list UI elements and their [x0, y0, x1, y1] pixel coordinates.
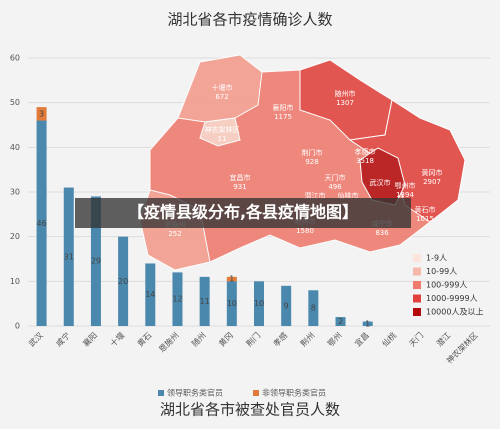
- region-value: 1015: [416, 215, 434, 223]
- map-region: [359, 147, 406, 206]
- region-name: 随州市: [335, 89, 356, 98]
- y-tick-label: 50: [10, 98, 20, 107]
- region-value: 2907: [423, 178, 441, 186]
- region-value: 252: [168, 230, 181, 238]
- region-name: 黄冈市: [422, 168, 443, 177]
- data-label: 20: [118, 277, 128, 286]
- region-name: 仙桃市: [338, 191, 359, 200]
- legend-label: 领导职务类官员: [167, 388, 223, 398]
- data-label: 12: [172, 295, 182, 304]
- map-title: 湖北省各市疫情确诊人数: [167, 11, 332, 29]
- bar: [145, 263, 156, 326]
- y-tick-label: 20: [10, 232, 20, 241]
- map-legend-swatch: [413, 294, 421, 303]
- region-value: 1175: [274, 113, 292, 121]
- bar: [36, 107, 47, 121]
- region-name: 襄阳市: [273, 103, 294, 112]
- map-legend-label: 1000-9999人: [426, 294, 478, 303]
- region-value: 1580: [296, 227, 314, 235]
- region-value: 1307: [336, 99, 354, 107]
- region-value: 672: [215, 93, 228, 101]
- region-name: 十堰市: [212, 83, 233, 92]
- map-legend-label: 10-99人: [426, 267, 457, 276]
- data-label: 29: [91, 257, 101, 266]
- map-legend-swatch: [413, 308, 421, 316]
- y-tick-label: 10: [10, 277, 20, 286]
- bar: [226, 281, 237, 326]
- region-name: 黄石市: [415, 205, 436, 214]
- y-tick-label: 30: [10, 188, 20, 197]
- data-label: 3: [39, 109, 44, 118]
- region-value: 836: [375, 229, 389, 237]
- data-label: 11: [200, 297, 210, 306]
- data-label: 31: [64, 252, 74, 261]
- y-tick-label: 40: [10, 143, 20, 152]
- bar: [172, 272, 183, 326]
- bar: [118, 236, 129, 326]
- region-name: 孝感市: [355, 147, 376, 156]
- bar: [362, 321, 373, 326]
- region-value: 496: [328, 183, 342, 191]
- data-label: 8: [311, 304, 316, 313]
- region-name: 荆门市: [302, 148, 323, 157]
- region-value: 11: [218, 135, 227, 143]
- bar: [335, 317, 346, 326]
- bar: [63, 187, 74, 326]
- banner: 【疫情县级分布,各县疫情地图】: [128, 203, 358, 222]
- data-label: 9: [284, 301, 289, 310]
- legend-label: 非领导职务类官员: [262, 388, 326, 398]
- data-label: 10: [254, 299, 264, 308]
- bar: [254, 281, 264, 326]
- data-label: 2: [338, 317, 343, 326]
- map-labels: 十堰市672襄阳市1175随州市1307神农架林区11荆门市928孝感市3518…: [165, 83, 484, 317]
- map-legend-swatch: [413, 281, 421, 289]
- region-value: 928: [305, 158, 318, 166]
- map-region: [199, 117, 241, 147]
- data-label: 10: [227, 299, 237, 308]
- region-value: 1394: [396, 191, 414, 199]
- bar: [199, 276, 210, 326]
- bar: [226, 276, 237, 282]
- region-value: 931: [233, 183, 246, 191]
- data-label: 1: [229, 275, 234, 284]
- bar: [36, 120, 47, 327]
- chart-title: 湖北省各市被查处官员人数: [160, 401, 340, 419]
- bar: [90, 196, 101, 326]
- region-name: 宜昌市: [230, 173, 251, 182]
- legend-swatch: [253, 390, 259, 396]
- map-legend-label: 10000人及以上: [426, 308, 483, 317]
- banner-bg: [75, 198, 411, 228]
- region-name: 武汉市: [370, 178, 391, 187]
- bar: [281, 285, 292, 326]
- map-legend-label: 100-999人: [426, 281, 467, 290]
- region-name: 鄂州市: [395, 181, 416, 190]
- map-legend-swatch: [413, 267, 421, 276]
- region-value: 3518: [356, 157, 374, 165]
- bar: [308, 290, 319, 326]
- map-legend-swatch: [413, 254, 421, 262]
- y-tick-label: 0: [15, 322, 20, 331]
- data-label: 1: [365, 319, 370, 328]
- data-label: 14: [145, 290, 155, 299]
- region-name: 神农架林区: [205, 125, 240, 134]
- map-legend-label: 1-9人: [426, 254, 447, 263]
- legend-swatch: [158, 390, 164, 396]
- y-tick-label: 60: [10, 54, 20, 63]
- data-label: 46: [36, 219, 46, 228]
- region-name: 天门市: [325, 173, 346, 182]
- region-name: 潜江市: [305, 191, 326, 200]
- map-region: [348, 99, 466, 223]
